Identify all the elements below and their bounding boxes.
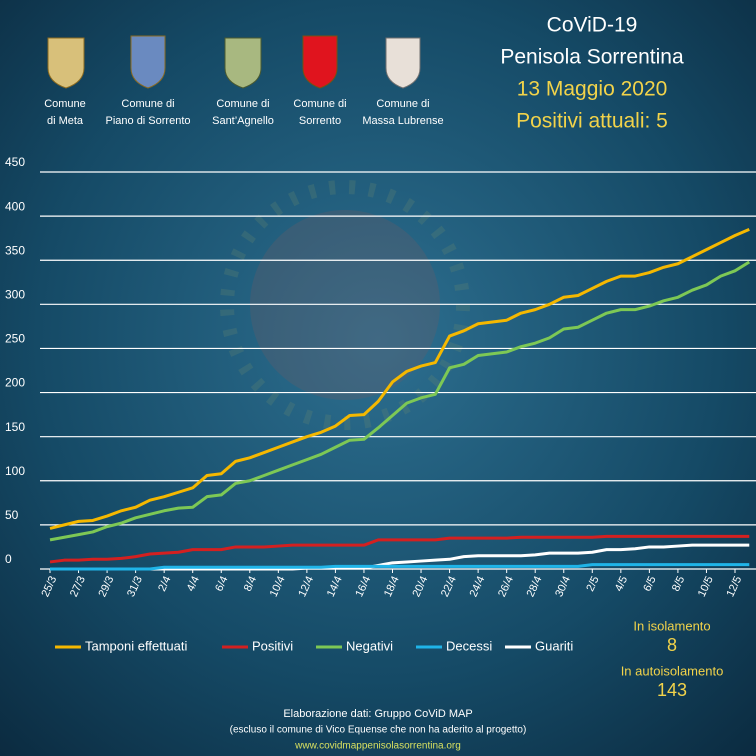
series-line [49, 260, 751, 542]
municipality-label: Sorrento [299, 115, 341, 127]
shield [47, 37, 85, 89]
y-tick-label: 50 [5, 508, 19, 522]
series-line [49, 227, 750, 530]
y-tick-label: 0 [5, 552, 12, 566]
y-tick-label: 200 [5, 376, 25, 390]
stat-value: 143 [657, 680, 687, 700]
footer-line: www.covidmappenisolasorrentina.org [294, 741, 461, 752]
coats-of-arms [47, 35, 421, 89]
shield [302, 35, 338, 89]
series-line [50, 563, 750, 571]
municipality-label: di Meta [47, 115, 84, 127]
footer-line: Elaborazione dati: Gruppo CoViD MAP [283, 708, 472, 720]
title: CoViD-19 [547, 14, 638, 37]
municipality-label: Piano di Sorrento [106, 115, 191, 127]
virus-illustration [220, 180, 470, 430]
legend-label: Positivi [252, 638, 293, 653]
municipality-labels: Comune di Meta Comune di Piano di Sorrento C… [44, 98, 443, 127]
y-tick-label: 150 [5, 420, 25, 434]
stat-value: 8 [667, 635, 677, 655]
shield [224, 37, 262, 89]
y-tick-label: 350 [5, 243, 25, 257]
x-tick-label: 6/5 [641, 574, 658, 593]
municipality-label: Comune di [293, 98, 346, 110]
legend-label: Guariti [535, 638, 573, 653]
shield [385, 37, 421, 89]
municipality-label: Massa Lubrense [362, 115, 443, 127]
stat-label: In autoisolamento [621, 663, 724, 678]
x-tick-label: 8/4 [242, 574, 259, 593]
municipality-label: Comune di [216, 98, 269, 110]
x-tick-label: 4/5 [613, 574, 630, 593]
subtitle: Penisola Sorrentina [500, 46, 684, 69]
legend-label: Decessi [446, 638, 492, 653]
municipality-label: Comune di [376, 98, 429, 110]
series-line [50, 543, 750, 571]
municipality-label: Comune [44, 98, 86, 110]
legend-label: Negativi [346, 638, 393, 653]
legend-label: Tamponi effettuati [85, 638, 187, 653]
summary: Positivi attuali: 5 [516, 110, 668, 133]
x-tick-label: 6/4 [213, 574, 230, 593]
date: 13 Maggio 2020 [517, 78, 668, 101]
y-tick-label: 100 [5, 464, 25, 478]
shield [130, 35, 166, 89]
x-tick-label: 8/5 [670, 574, 687, 593]
municipality-label: Comune di [121, 98, 174, 110]
footer-line: (escluso il comune di Vico Equense che n… [230, 725, 527, 736]
stat-label: In isolamento [633, 618, 710, 633]
y-tick-label: 450 [5, 155, 25, 169]
y-tick-label: 300 [5, 288, 25, 302]
municipality-label: Sant’Agnello [212, 115, 274, 127]
series-line [49, 534, 750, 564]
x-tick-label: 4/4 [185, 574, 202, 593]
y-tick-label: 250 [5, 332, 25, 346]
y-tick-label: 400 [5, 199, 25, 213]
x-tick-label: 2/4 [156, 574, 173, 593]
x-tick-label: 2/5 [584, 574, 601, 593]
